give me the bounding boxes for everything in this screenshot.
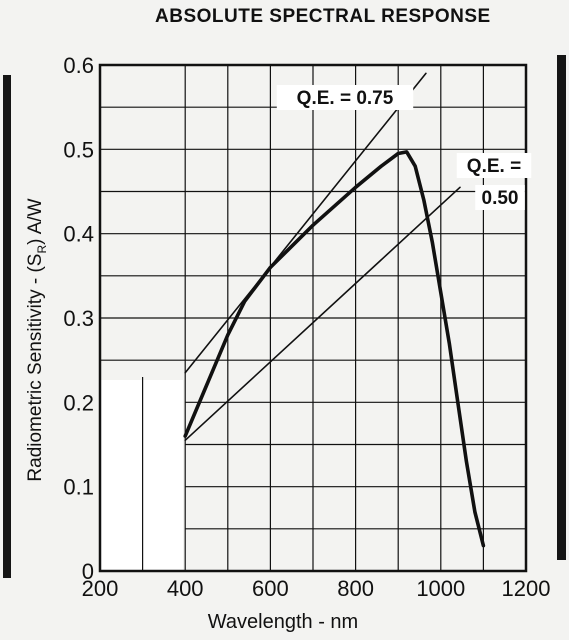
annotation-background xyxy=(456,153,532,178)
annotation-background xyxy=(276,85,414,110)
y-tick-label: 0.1 xyxy=(63,475,94,500)
x-tick-label: 400 xyxy=(167,576,204,601)
y-tick-label: 0 xyxy=(82,559,94,584)
y-tick-label: 0.4 xyxy=(63,222,94,247)
x-tick-label: 1200 xyxy=(502,576,551,601)
x-tick-label: 800 xyxy=(337,576,374,601)
plot-frame xyxy=(98,63,528,573)
quantum-efficiency-line xyxy=(184,72,427,374)
left-margin-bar xyxy=(3,75,11,578)
right-margin-bar xyxy=(557,55,566,560)
y-tick-label: 0.5 xyxy=(63,137,94,162)
y-tick-label: 0.6 xyxy=(63,53,94,78)
x-tick-label: 1000 xyxy=(416,576,465,601)
x-axis-label: Wavelength - nm xyxy=(208,611,358,633)
qe-050-label-line2: 0.50 xyxy=(482,188,519,209)
qe-075-label: Q.E. = 0.75 xyxy=(297,88,394,109)
qe-050-label-line1: Q.E. = xyxy=(467,156,521,177)
chart-title: ABSOLUTE SPECTRAL RESPONSE xyxy=(155,6,491,27)
y-tick-label: 0.2 xyxy=(63,390,94,415)
y-axis-label: Radiometric Sensitivity - (SR) A/W xyxy=(25,198,49,481)
annotation-background xyxy=(475,185,525,210)
x-tick-label: 600 xyxy=(252,576,289,601)
y-tick-label: 0.3 xyxy=(63,306,94,331)
x-tick-label: 200 xyxy=(82,576,119,601)
spectral-response-curve xyxy=(183,150,486,548)
quantum-efficiency-line xyxy=(184,186,461,442)
